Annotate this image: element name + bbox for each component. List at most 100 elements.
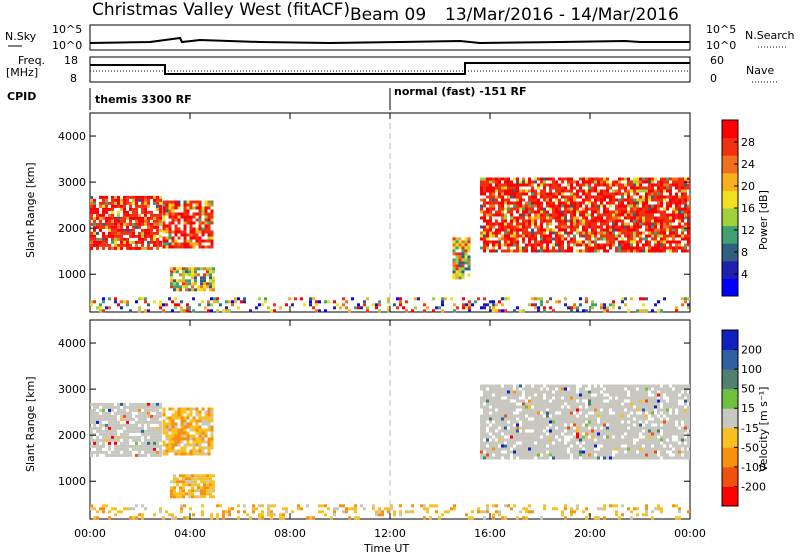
data-cell bbox=[549, 231, 552, 235]
data-cell bbox=[210, 431, 214, 435]
data-cell bbox=[660, 507, 663, 511]
data-cell bbox=[452, 246, 456, 250]
data-cell bbox=[633, 216, 636, 220]
data-cell bbox=[552, 177, 555, 181]
data-cell bbox=[342, 297, 345, 301]
data-cell bbox=[162, 215, 166, 219]
data-cell bbox=[126, 405, 129, 409]
data-cell bbox=[501, 390, 504, 394]
data-cell bbox=[591, 240, 594, 244]
data-cell bbox=[627, 198, 630, 202]
data-cell bbox=[191, 483, 194, 487]
data-cell bbox=[105, 210, 108, 214]
data-cell bbox=[636, 420, 639, 424]
data-cell bbox=[543, 177, 546, 181]
data-cell bbox=[129, 414, 132, 418]
data-cell bbox=[624, 420, 627, 424]
data-cell bbox=[663, 384, 666, 388]
data-cell bbox=[198, 428, 202, 432]
data-cell bbox=[108, 429, 111, 433]
data-cell bbox=[558, 423, 561, 427]
data-cell bbox=[675, 450, 678, 454]
data-cell bbox=[639, 222, 642, 226]
data-cell bbox=[624, 207, 627, 211]
data-cell bbox=[540, 249, 543, 253]
data-cell bbox=[225, 300, 228, 304]
data-cell bbox=[636, 393, 639, 397]
data-cell bbox=[537, 432, 540, 436]
data-cell bbox=[176, 477, 179, 481]
data-cell bbox=[135, 420, 138, 424]
data-cell bbox=[192, 212, 196, 216]
data-cell bbox=[249, 309, 252, 313]
data-cell bbox=[180, 425, 184, 429]
data-cell bbox=[531, 390, 534, 394]
data-cell bbox=[498, 309, 501, 313]
data-cell bbox=[504, 237, 507, 241]
data-cell bbox=[573, 441, 576, 445]
data-cell bbox=[206, 267, 209, 271]
data-cell bbox=[549, 396, 552, 400]
data-cell bbox=[615, 189, 618, 193]
data-cell bbox=[464, 252, 468, 256]
data-cell bbox=[615, 429, 618, 433]
data-cell bbox=[585, 249, 588, 253]
data-cell bbox=[534, 219, 537, 223]
data-cell bbox=[651, 438, 654, 442]
data-cell bbox=[381, 513, 384, 517]
data-cell bbox=[180, 212, 184, 216]
data-cell bbox=[672, 237, 675, 241]
data-cell bbox=[579, 432, 582, 436]
data-cell bbox=[618, 450, 621, 454]
data-cell bbox=[636, 390, 639, 394]
data-cell bbox=[114, 453, 117, 457]
data-cell bbox=[648, 234, 651, 238]
data-cell bbox=[603, 222, 606, 226]
data-cell bbox=[681, 180, 684, 184]
data-cell bbox=[189, 224, 193, 228]
data-cell bbox=[129, 411, 132, 415]
data-cell bbox=[168, 440, 172, 444]
data-cell bbox=[585, 309, 588, 313]
data-cell bbox=[603, 423, 606, 427]
data-cell bbox=[576, 243, 579, 247]
data-cell bbox=[564, 231, 567, 235]
data-cell bbox=[498, 213, 501, 217]
data-cell bbox=[615, 228, 618, 232]
data-cell bbox=[612, 384, 615, 388]
data-cell bbox=[204, 410, 208, 414]
data-cell bbox=[129, 426, 132, 430]
data-cell bbox=[540, 237, 543, 241]
data-cell bbox=[648, 384, 651, 388]
data-cell bbox=[483, 225, 486, 229]
data-cell bbox=[675, 207, 678, 211]
data-cell bbox=[510, 180, 513, 184]
data-cell bbox=[591, 189, 594, 193]
data-cell bbox=[150, 216, 153, 220]
data-cell bbox=[135, 402, 138, 406]
data-cell bbox=[624, 192, 627, 196]
data-cell bbox=[618, 447, 621, 451]
data-cell bbox=[537, 450, 540, 454]
data-cell bbox=[174, 303, 177, 307]
data-cell bbox=[645, 504, 648, 508]
data-cell bbox=[549, 216, 552, 220]
data-cell bbox=[366, 306, 369, 310]
data-cell bbox=[159, 240, 162, 244]
data-cell bbox=[168, 233, 172, 237]
data-cell bbox=[150, 435, 153, 439]
data-cell bbox=[117, 234, 120, 238]
data-cell bbox=[585, 198, 588, 202]
data-cell bbox=[609, 237, 612, 241]
data-cell bbox=[456, 306, 459, 310]
data-cell bbox=[99, 195, 102, 199]
data-cell bbox=[96, 450, 99, 454]
data-cell bbox=[132, 423, 135, 427]
data-cell bbox=[654, 234, 657, 238]
data-cell bbox=[621, 186, 624, 190]
data-cell bbox=[171, 413, 175, 417]
nave-tick-top: 60 bbox=[710, 54, 724, 67]
data-cell bbox=[573, 396, 576, 400]
data-cell bbox=[606, 309, 609, 313]
data-cell bbox=[203, 486, 206, 490]
